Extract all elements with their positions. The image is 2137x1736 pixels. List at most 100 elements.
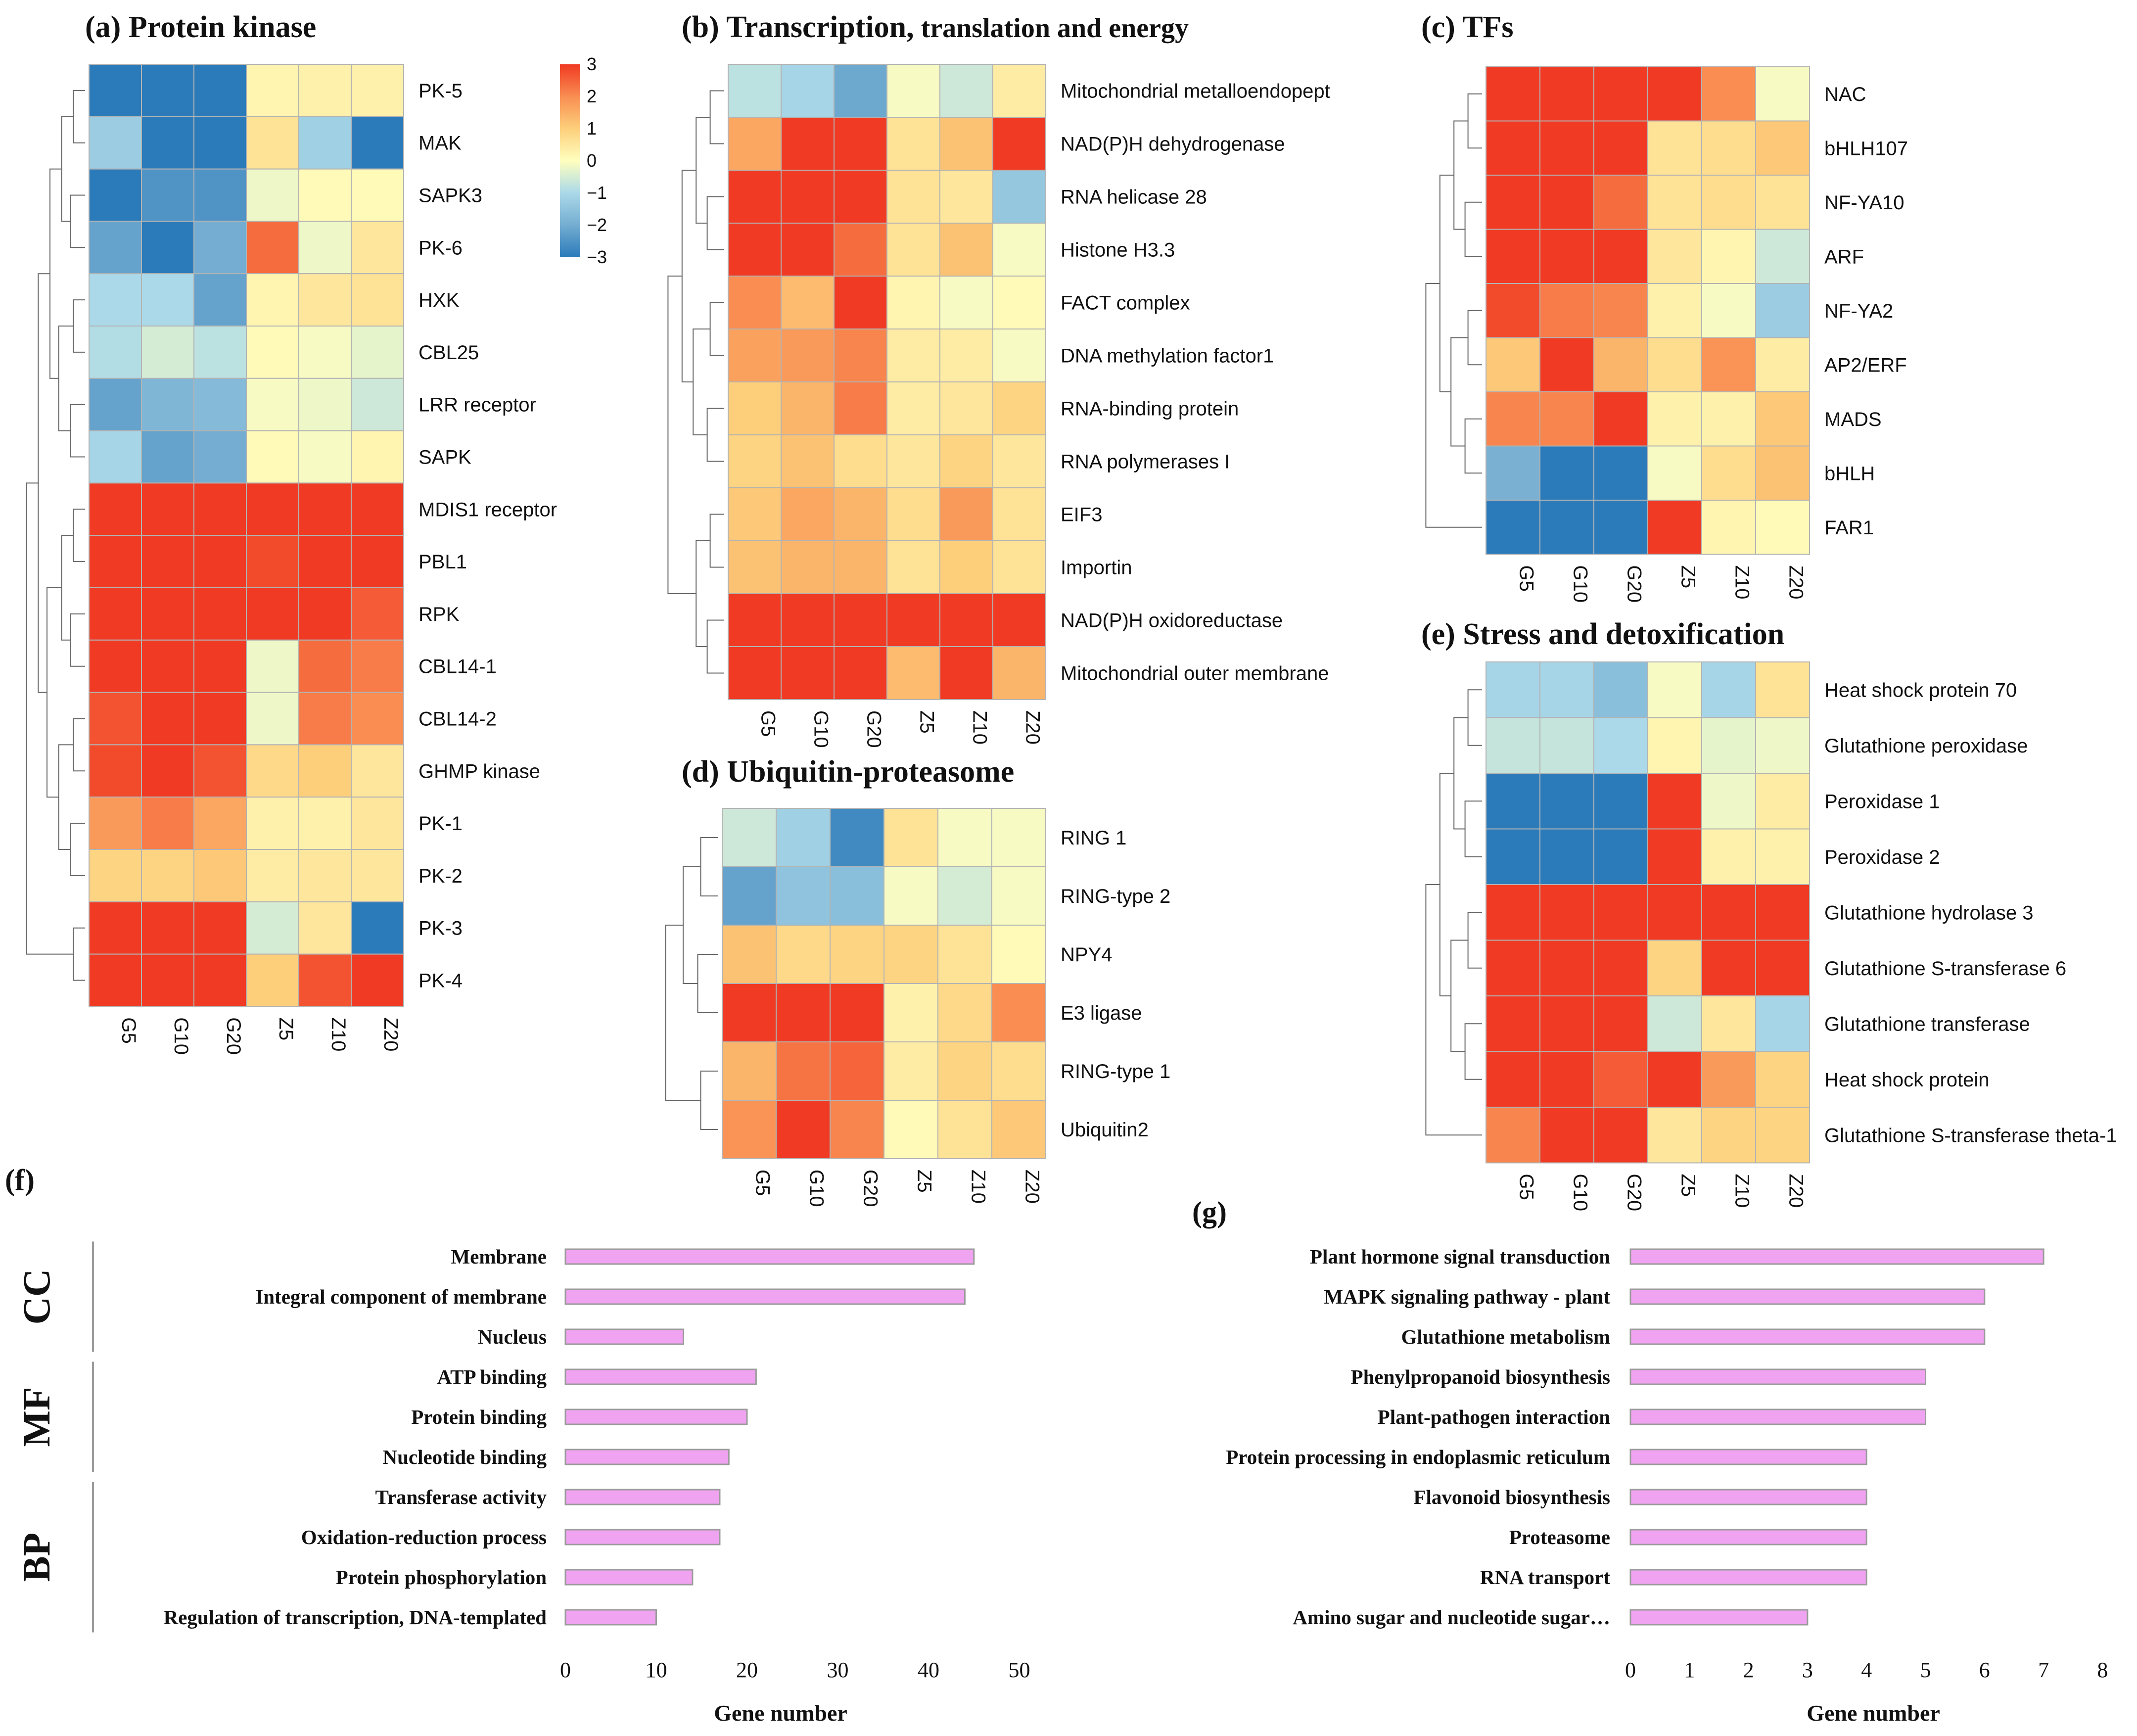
heatmap-row-label: Ubiquitin2 (1061, 1119, 1149, 1141)
heatmap-cell (193, 692, 247, 746)
heatmap-row-label: Histone H3.3 (1061, 239, 1175, 261)
heatmap-cell (1701, 337, 1756, 392)
heatmap-cell (992, 646, 1046, 700)
heatmap-cell (1755, 995, 1810, 1052)
heatmap-row-label: PK-5 (418, 80, 463, 102)
x-tick-label: 40 (918, 1658, 939, 1682)
bar (564, 1328, 685, 1345)
heatmap-cell (89, 221, 142, 275)
bar (564, 1288, 966, 1305)
heatmap-cell (193, 587, 247, 641)
heatmap-cell (351, 64, 404, 117)
heatmap-cell (781, 223, 835, 277)
heatmap-cell (728, 328, 782, 382)
heatmap-cell (776, 1041, 831, 1101)
heatmap-row-label: NF-YA2 (1824, 300, 1893, 322)
x-tick-label: 0 (1625, 1658, 1636, 1682)
heatmap-title: (e) Stress and detoxification (1421, 617, 1784, 651)
heatmap-cell (1539, 337, 1594, 392)
dendrogram-branch (1425, 884, 1482, 1136)
heatmap-cell (246, 64, 299, 117)
heatmap-cell (1647, 995, 1702, 1052)
heatmap-cell (1539, 229, 1594, 284)
heatmap-cell (830, 983, 884, 1042)
heatmap-cell (1539, 175, 1594, 230)
heatmap-cell (1701, 773, 1756, 830)
colorbar-tick: 1 (587, 118, 597, 139)
heatmap-cell (781, 646, 835, 700)
heatmap-cell (886, 223, 940, 277)
heatmap-cell (351, 535, 404, 588)
heatmap-cell (1701, 175, 1756, 230)
heatmap-cell (246, 535, 299, 588)
heatmap-cell (728, 434, 782, 488)
heatmap-cell (89, 639, 142, 693)
heatmap-cell (89, 797, 142, 850)
dendrogram-branch (696, 117, 710, 224)
heatmap-cell (992, 223, 1046, 277)
heatmap-cell (1701, 939, 1756, 996)
heatmap-cell (834, 487, 887, 541)
heatmap-cell (776, 866, 831, 926)
heatmap-cell (1755, 391, 1810, 447)
bar-category-label: Plant-pathogen interaction (1378, 1406, 1611, 1428)
x-tick-label: 20 (736, 1658, 758, 1682)
heatmap-col-label: Z10 (1731, 1174, 1753, 1208)
bar-category-label: Oxidation-reduction process (301, 1526, 547, 1548)
heatmap-cell (991, 1041, 1046, 1101)
bar (1629, 1449, 1867, 1465)
heatmap-cell (1647, 66, 1702, 122)
heatmap-cell (728, 276, 782, 329)
heatmap-cell (351, 326, 404, 379)
heatmap-cell (298, 64, 352, 117)
heatmap-cell (886, 540, 940, 594)
heatmap-cell (141, 326, 194, 379)
heatmap-col-label: Z20 (1785, 1174, 1807, 1208)
heatmap-cell (1486, 120, 1540, 176)
heatmap-cell (1647, 1107, 1702, 1164)
dendrogram-branch (61, 116, 74, 222)
heatmap-cell (1755, 175, 1810, 230)
heatmap-row-label: NAD(P)H oxidoreductase (1061, 610, 1283, 632)
heatmap-cell (1647, 445, 1702, 501)
heatmap-cell (1701, 391, 1756, 447)
heatmap-cell (992, 276, 1046, 329)
heatmap-row-label: SAPK3 (418, 185, 482, 207)
heatmap-cell (991, 808, 1046, 867)
heatmap-cell (246, 221, 299, 275)
heatmap-panel-c: (c) TFs NAC bHLH107 NF-YA10 ARF NF-YA2 AP2/ERF… (1421, 10, 1908, 603)
heatmap-cell (298, 377, 352, 431)
heatmap-cell (89, 692, 142, 746)
heatmap-cell (992, 381, 1046, 435)
heatmap-cell (1647, 283, 1702, 338)
dendrogram-branch (61, 535, 74, 641)
heatmap-cell (1755, 884, 1810, 941)
heatmap-cell (298, 797, 352, 850)
heatmap-cell (1701, 717, 1756, 774)
heatmap-cell (298, 587, 352, 641)
heatmap-cell (728, 540, 782, 594)
heatmap-cell (992, 487, 1046, 541)
dendrogram-branch (73, 718, 85, 772)
heatmap-cell (141, 744, 194, 798)
heatmap-cell (89, 64, 142, 117)
bar-category-label: Nucleus (478, 1325, 547, 1348)
heatmap-cell (193, 116, 247, 170)
heatmap-cell (722, 983, 777, 1042)
bar-category-label: Plant hormone signal transduction (1310, 1245, 1610, 1268)
heatmap-cell (298, 744, 352, 798)
heatmap-row-label: MDIS1 receptor (418, 499, 557, 520)
heatmap-cell (89, 744, 142, 798)
heatmap-col-label: G5 (1516, 565, 1537, 592)
heatmap-col-label: Z5 (1677, 1174, 1699, 1197)
heatmap-cell (141, 849, 194, 902)
heatmap-row-label: EIF3 (1061, 504, 1102, 526)
heatmap-cell (1539, 66, 1594, 122)
heatmap-col-label: G5 (1516, 1174, 1537, 1200)
heatmap-cell (1593, 500, 1648, 555)
heatmap-cell (834, 381, 887, 435)
heatmap-cell (939, 276, 993, 329)
dendrogram-branch (706, 619, 724, 674)
heatmap-cell (886, 64, 940, 118)
heatmap-cell (886, 487, 940, 541)
